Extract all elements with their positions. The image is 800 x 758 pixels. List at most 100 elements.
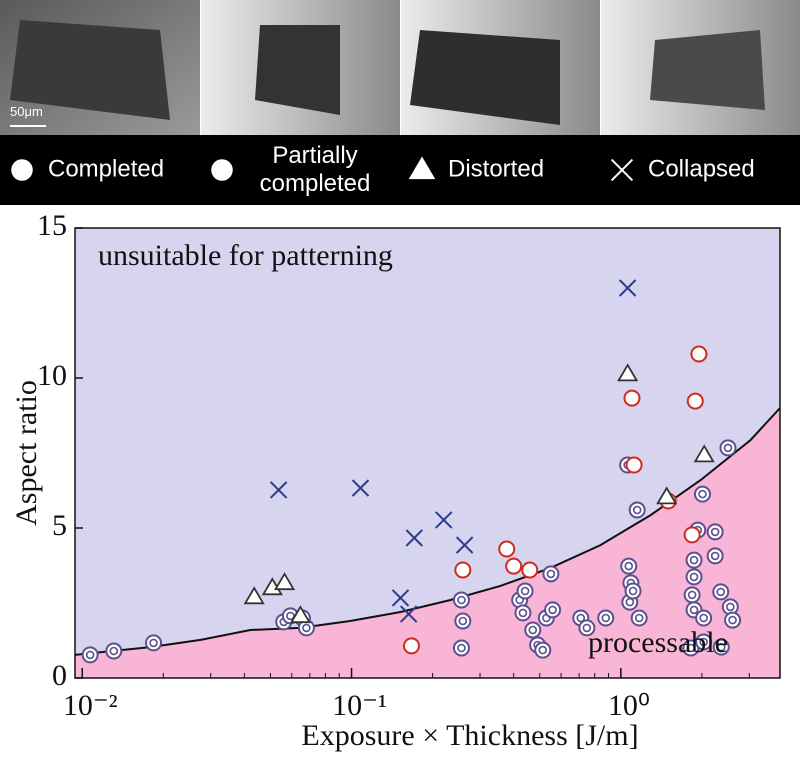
point — [706, 547, 724, 565]
point — [273, 572, 296, 591]
marker-inner — [546, 569, 556, 579]
point — [452, 591, 470, 609]
marker-stroke — [610, 158, 634, 182]
marker-inner — [726, 602, 735, 612]
marker-circle — [625, 456, 643, 474]
y-tick-label: 15 — [37, 209, 67, 242]
marker-outer — [628, 501, 646, 519]
region-label: unsuitable for patterning — [98, 239, 393, 272]
y-tick-label: 10 — [37, 359, 67, 392]
point — [534, 641, 552, 659]
marker-triangle — [656, 486, 678, 505]
point — [618, 279, 637, 297]
photo-structure — [410, 30, 560, 125]
point — [683, 526, 701, 544]
marker-outer — [712, 638, 730, 656]
x-tick-label: 10⁰ — [608, 689, 650, 722]
marker-circle — [690, 345, 708, 363]
photo-structure — [650, 30, 765, 110]
marker-outer — [685, 568, 703, 586]
point — [405, 529, 423, 547]
y-tick-label: 0 — [52, 659, 67, 692]
scale-bar-label: 50μm — [10, 104, 43, 119]
legend-symbol — [211, 159, 233, 181]
marker-inner — [723, 443, 733, 453]
point — [516, 582, 534, 600]
marker-stroke — [351, 479, 370, 497]
y-axis-label: Aspect ratio — [10, 380, 43, 526]
marker-outer — [724, 611, 742, 629]
legend-symbol — [11, 159, 33, 181]
point — [455, 536, 474, 554]
marker-outer — [712, 583, 730, 601]
point — [724, 611, 742, 629]
point — [693, 444, 715, 463]
marker-triangle — [617, 363, 639, 382]
marker-inner — [528, 625, 538, 635]
plot: 0 5 10 15 10⁻² 10⁻¹ 10⁰ — [37, 209, 781, 722]
marker-inner — [582, 623, 592, 633]
marker-circle — [454, 561, 472, 579]
plot-frame — [74, 227, 781, 679]
marker-stroke — [435, 511, 453, 529]
legend-label: Collapsed — [648, 155, 755, 182]
marker-inner — [716, 642, 726, 652]
marker-inner — [634, 613, 644, 623]
marker-inner — [632, 505, 642, 515]
marker-outer — [516, 582, 534, 600]
marker-triangle — [243, 586, 265, 605]
marker-inner — [628, 586, 638, 596]
marker-circle — [403, 637, 421, 655]
marker-outer — [695, 609, 713, 627]
point — [243, 586, 265, 605]
marker-outer — [81, 646, 99, 664]
marker-outer — [685, 551, 703, 569]
point — [435, 511, 453, 529]
point — [630, 609, 648, 627]
marker-stroke — [455, 536, 474, 554]
marker-circle — [623, 389, 641, 407]
point — [81, 646, 99, 664]
marker-inner — [710, 527, 720, 537]
marker-triangle — [408, 156, 436, 180]
marker-outer — [630, 609, 648, 627]
marker-circle — [686, 392, 704, 410]
region-label: processable — [588, 626, 728, 659]
marker-stroke — [405, 529, 423, 547]
marker-stroke — [391, 589, 410, 607]
marker-triangle — [273, 572, 296, 591]
point — [683, 586, 701, 604]
marker-outer — [452, 639, 470, 657]
marker-inner — [698, 489, 707, 499]
marker-inner — [710, 551, 720, 561]
point — [693, 485, 711, 503]
legend-symbol — [408, 156, 436, 180]
point — [399, 605, 418, 623]
point — [514, 604, 532, 622]
point — [544, 601, 562, 619]
point — [498, 540, 516, 558]
marker-inner — [302, 623, 311, 633]
legend-label: Partially completed — [259, 142, 371, 197]
marker-inner — [458, 616, 468, 626]
marker-circle — [505, 557, 523, 575]
marker-inner — [699, 613, 708, 623]
marker-inner — [109, 646, 119, 656]
marker-inner — [699, 637, 708, 647]
y-tick-label: 5 — [52, 509, 67, 542]
point — [578, 619, 596, 637]
photo-structure — [10, 20, 170, 120]
marker-outer — [719, 439, 737, 457]
marker-outer — [624, 582, 642, 600]
point — [712, 638, 730, 656]
photo-strip: 50μm — [0, 0, 800, 135]
marker-inner — [538, 645, 548, 655]
marker-outer — [597, 609, 615, 627]
marker-outer — [695, 633, 713, 651]
point — [524, 621, 542, 639]
point — [721, 598, 739, 616]
point — [289, 605, 312, 624]
legend-symbol — [610, 158, 634, 182]
